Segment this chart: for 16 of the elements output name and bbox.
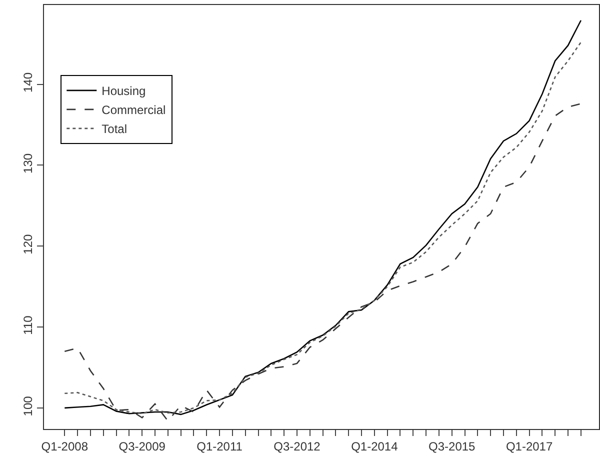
line-series	[64, 103, 582, 422]
x-tick-label: Q3-2015	[428, 439, 476, 454]
x-tick-label: Q1-2011	[196, 439, 243, 454]
y-tick-label: 110	[21, 315, 36, 335]
y-tick-label: 140	[21, 72, 36, 93]
x-tick-label: Q3-2009	[118, 439, 166, 454]
legend-label: Commercial	[102, 103, 166, 118]
y-tick-label: 120	[21, 234, 36, 254]
x-tick-label: Q1-2014	[351, 439, 398, 454]
y-tick-label: 100	[21, 396, 36, 416]
x-tick-label: Q1-2008	[41, 439, 88, 454]
y-tick-label: 130	[21, 153, 36, 174]
x-tick-label: Q1-2017	[506, 439, 553, 454]
x-tick-label: Q3-2012	[274, 439, 321, 454]
legend-label: Total	[102, 122, 128, 136]
legend-label: Housing	[102, 84, 146, 98]
